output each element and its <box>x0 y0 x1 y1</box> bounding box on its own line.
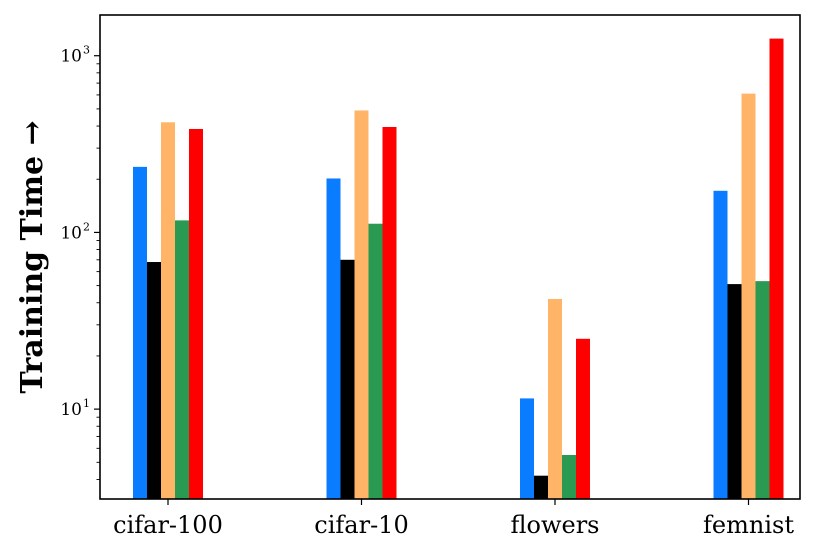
y-tick-label: 10 <box>60 223 82 243</box>
y-tick-exponent: 1 <box>83 397 90 410</box>
bar-cifar-10-series-1 <box>326 178 341 499</box>
bar-cifar-100-series-3 <box>161 122 175 499</box>
x-tick-label: cifar-100 <box>113 511 223 539</box>
bar-flowers-series-2 <box>534 475 548 499</box>
bar-cifar-10-series-5 <box>382 127 397 499</box>
x-tick-label: flowers <box>511 511 600 539</box>
x-tick-label: cifar-10 <box>314 511 408 539</box>
bar-cifar-100-series-5 <box>189 128 203 499</box>
y-tick-exponent: 2 <box>83 220 90 233</box>
x-tick-label: femnist <box>703 511 794 539</box>
bar-femnist-series-3 <box>741 93 756 499</box>
bar-femnist-series-5 <box>769 38 784 499</box>
y-axis-title: Training Time → <box>15 120 50 393</box>
y-tick-exponent: 3 <box>83 44 90 57</box>
bar-flowers-series-3 <box>548 298 562 499</box>
bar-cifar-100-series-1 <box>133 166 147 499</box>
bar-flowers-series-4 <box>562 455 576 499</box>
bars-layer <box>133 38 784 500</box>
bar-femnist-series-1 <box>713 190 728 499</box>
y-tick-label: 10 <box>60 400 82 420</box>
bar-cifar-10-series-3 <box>354 110 369 500</box>
x-ticks: cifar-100 cifar-10 flowers femnist <box>113 499 794 539</box>
y-tick-label: 10 <box>60 47 82 67</box>
bar-flowers-series-1 <box>520 398 534 499</box>
plot-frame <box>99 14 801 500</box>
bar-flowers-series-5 <box>576 338 590 499</box>
bar-femnist-series-2 <box>727 284 742 499</box>
bar-cifar-10-series-2 <box>340 259 355 499</box>
bar-cifar-100-series-2 <box>147 262 161 499</box>
bar-femnist-series-4 <box>755 281 770 499</box>
bar-cifar-10-series-4 <box>368 223 383 499</box>
bar-cifar-100-series-4 <box>175 220 189 499</box>
